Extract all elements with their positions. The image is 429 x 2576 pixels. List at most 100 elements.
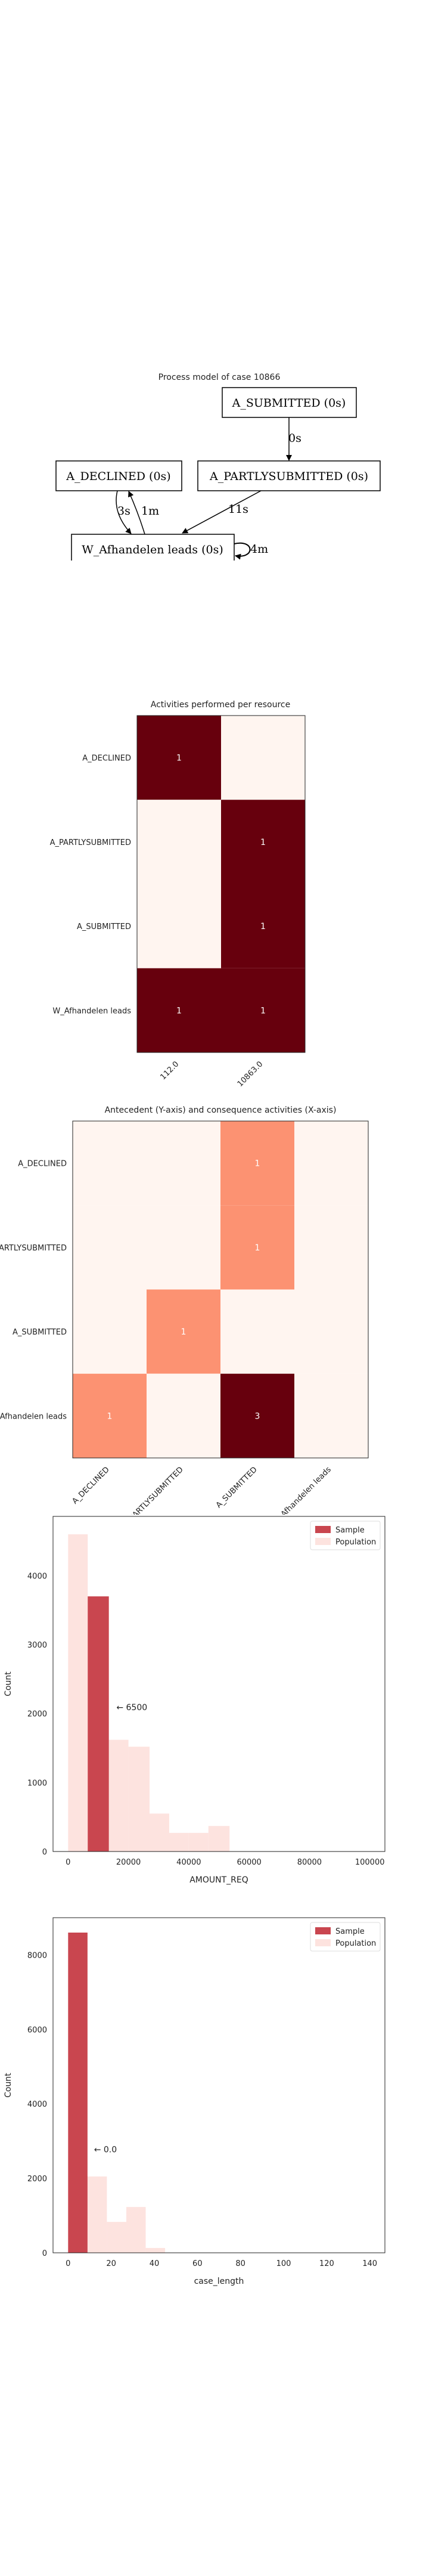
histogram-1-annotation: ← 6500 (116, 1703, 147, 1713)
histogram-2-xlabel: case_length (194, 2277, 244, 2286)
heatmap-1-cell-label: 1 (176, 754, 182, 763)
histogram-1-population-bar (208, 1826, 230, 1852)
histogram-1-population-bar (68, 1534, 88, 1852)
histogram-1-xtick-label: 80000 (297, 1858, 322, 1867)
node-a-submitted-label: A_SUBMITTED (0s) (232, 397, 346, 410)
histogram-2-population-bar (87, 2176, 107, 2253)
process-model-title: Process model of case 10866 (158, 373, 281, 382)
edge-label-leads-self: 4m (250, 543, 268, 556)
histogram-1-population-bar (150, 1813, 169, 1852)
histogram-1-xlabel: AMOUNT_REQ (189, 1875, 248, 1885)
heatmap-1-ytick-label: A_SUBMITTED (77, 922, 131, 931)
histogram-1-frame (52, 1516, 386, 1852)
node-a-partlysubmitted: A_PARTLYSUBMITTED (0s) (197, 460, 381, 491)
heatmap-1-cell-label: 1 (260, 838, 266, 847)
heatmap-1-cell (137, 716, 221, 800)
heatmap-2-cell (147, 1289, 220, 1374)
heatmap-1-cell (221, 800, 305, 884)
heatmap-2-cell-label: 1 (107, 1411, 113, 1421)
histogram-1-legend-swatch (315, 1538, 331, 1545)
histogram-1-population-bar (128, 1747, 150, 1852)
histogram-1-population-bar (169, 1832, 189, 1852)
process-model-graph: Process model of case 10866 A_SUBMITTED … (55, 373, 381, 561)
histogram-2-xtick-label: 120 (319, 2259, 334, 2268)
edge-submitted-to-partly: 0s (286, 417, 301, 461)
node-a-submitted: A_SUBMITTED (0s) (222, 387, 357, 418)
heatmap-2-cell (220, 1121, 294, 1206)
histogram-1-ytick-label: 4000 (27, 1572, 47, 1581)
histogram-1-legend-swatch (315, 1526, 331, 1533)
node-w-afhandelen-leads: W_Afhandelen leads (0s) (71, 534, 235, 561)
heatmap-2-ytick-label: W_Afhandelen leads (0, 1412, 67, 1421)
histogram-1-xtick-label: 40000 (176, 1858, 201, 1867)
heatmap-2-title: Antecedent (Y-axis) and consequence acti… (105, 1106, 337, 1115)
histogram-1-legend: Sample Population (310, 1521, 381, 1550)
heatmap-2-cell-label: 1 (181, 1327, 186, 1337)
heatmap-2-cell (220, 1289, 294, 1374)
heatmap-2-cell (73, 1289, 147, 1374)
heatmap-1-ytick-label: W_Afhandelen leads (52, 1007, 131, 1015)
heatmap-1-cell (221, 968, 305, 1052)
heatmap-1-xtick-label: 10863.0 (236, 1060, 265, 1089)
histogram-2-population-bar (126, 2207, 146, 2253)
histogram-2-xtick-label: 20 (106, 2259, 116, 2268)
heatmap-1-cell-label: 1 (176, 1006, 182, 1015)
histogram-2-population-bar (145, 2247, 166, 2253)
edge-leads-to-declined: 1m (128, 491, 159, 535)
heatmap-1-ytick-label: A_DECLINED (82, 754, 131, 763)
histogram-2-ytick-label: 2000 (27, 2175, 47, 2184)
edge-label-submitted-partly: 0s (288, 432, 301, 445)
histogram-2-xtick-label: 80 (235, 2259, 245, 2268)
heatmap-1-ytick-label: A_PARTLYSUBMITTED (50, 838, 131, 847)
histogram-1-legend-label: Population (335, 1538, 376, 1547)
histogram-1-population-bar (108, 1739, 129, 1852)
histogram-1-ytick-label: 3000 (27, 1641, 47, 1650)
heatmap-1-cell (137, 968, 221, 1052)
edge-label-leads-declined: 1m (141, 504, 159, 518)
histogram-1-ytick-label: 2000 (27, 1710, 47, 1719)
histogram-2-legend-label: Population (335, 1939, 376, 1948)
histogram-1-xtick-label: 60000 (237, 1858, 261, 1867)
heatmap-1-xtick-label: 112.0 (158, 1060, 181, 1082)
node-w-afhandelen-leads-label: W_Afhandelen leads (0s) (82, 543, 223, 556)
heatmap-2-cell (73, 1205, 147, 1290)
heatmap-2-cell (294, 1121, 368, 1206)
edge-leads-self-loop: 4m (234, 542, 268, 560)
heatmap-2-ytick-label: A_PARTLYSUBMITTED (0, 1244, 67, 1253)
histogram-2-xtick-label: 40 (150, 2259, 160, 2268)
histogram-case-length: 0 20 40 60 80 100 120 140 0 2000 4000 6000 8000 case_… (4, 1917, 386, 2286)
heatmap-1-cell (137, 800, 221, 884)
heatmap-1-cell (221, 884, 305, 968)
heatmap-2-ytick-label: A_DECLINED (18, 1160, 67, 1169)
histogram-2-ytick-label: 0 (42, 2249, 47, 2258)
histogram-2-ylabel: Count (4, 2073, 13, 2098)
heatmap-1-cell-label: 1 (260, 922, 266, 931)
histogram-1-ytick-label: 1000 (27, 1779, 47, 1788)
heatmap-activities-per-resource: Activities performed per resource 1 1 1 1 1 A_… (50, 700, 306, 1089)
heatmap-antecedent-consequence: Antecedent (Y-axis) and consequence acti… (0, 1106, 369, 1515)
edge-label-partly-leads: 11s (228, 503, 248, 516)
histogram-2-xtick-label: 60 (192, 2259, 203, 2268)
heatmap-2-cell (73, 1121, 147, 1206)
edge-partly-to-leads: 11s (182, 490, 262, 534)
edge-declined-to-leads: 3s (116, 490, 132, 534)
histogram-2-legend-swatch (315, 1939, 331, 1946)
histogram-1-xtick-label: 100000 (355, 1858, 385, 1867)
histogram-1-ylabel: Count (4, 1671, 13, 1696)
histogram-2-sample-bar (68, 1932, 88, 2253)
histogram-2-xtick-label: 100 (276, 2259, 291, 2268)
node-a-partlysubmitted-label: A_PARTLYSUBMITTED (0s) (209, 470, 368, 483)
heatmap-2-cell (147, 1121, 220, 1206)
heatmap-2-cell-label: 3 (255, 1411, 260, 1421)
histogram-1-ytick-label: 0 (42, 1848, 47, 1857)
histogram-1-sample-bar (88, 1596, 109, 1852)
heatmap-2-cell (147, 1373, 220, 1458)
histogram-2-legend-swatch (315, 1927, 331, 1934)
histogram-2-ytick-label: 6000 (27, 2026, 47, 2035)
histogram-1-population-bar (188, 1832, 209, 1852)
histogram-amount-req: 0 20000 40000 60000 80000 100000 0 1000 2000 3000… (4, 1516, 386, 1885)
heatmap-1-title: Activities performed per resource (151, 700, 290, 710)
node-a-declined-label: A_DECLINED (0s) (66, 470, 170, 483)
histogram-2-xtick-label: 140 (362, 2259, 377, 2268)
node-a-declined: A_DECLINED (0s) (55, 460, 182, 491)
